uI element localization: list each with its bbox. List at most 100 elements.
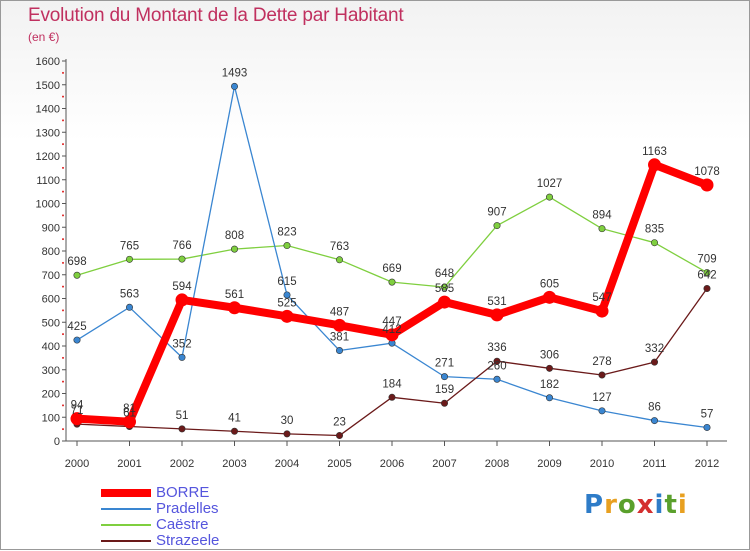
x-tick-label: 2003 xyxy=(222,458,246,470)
data-label-strazeele: 642 xyxy=(697,270,716,282)
data-label-pradelles: 352 xyxy=(172,338,191,350)
data-label-strazeele: 30 xyxy=(281,415,294,427)
data-point-strazeele xyxy=(231,427,239,435)
y-tick-label: 700 xyxy=(42,270,60,282)
data-label-borre: 585 xyxy=(435,283,454,295)
logo-letter: o xyxy=(617,490,637,520)
data-label-castre: 894 xyxy=(592,210,612,222)
legend-label-pradelles: Pradelles xyxy=(156,500,219,517)
data-label-strazeele: 184 xyxy=(382,378,402,390)
data-label-castre: 907 xyxy=(487,207,506,219)
y-minor-tick xyxy=(62,119,64,122)
data-point-castre xyxy=(545,193,553,201)
data-label-strazeele: 332 xyxy=(645,343,664,355)
data-point-strazeele xyxy=(650,358,658,366)
data-point-pradelles xyxy=(598,407,606,415)
data-label-pradelles: 381 xyxy=(330,332,349,344)
data-label-strazeele: 61 xyxy=(123,408,136,420)
series-line-pradelles xyxy=(76,85,708,429)
data-point-pradelles xyxy=(73,336,81,344)
data-label-castre: 835 xyxy=(645,224,664,236)
data-label-strazeele: 306 xyxy=(540,349,559,361)
series-line-strazeele xyxy=(76,287,708,437)
y-tick-label: 400 xyxy=(42,341,60,353)
data-point-castre xyxy=(335,256,343,264)
y-minor-tick xyxy=(62,143,64,146)
y-tick-label: 900 xyxy=(42,222,60,234)
legend-swatch-borre xyxy=(101,489,151,497)
data-point-castre xyxy=(231,245,239,253)
x-tick-label: 2007 xyxy=(432,458,456,470)
data-label-strazeele: 71 xyxy=(71,405,84,417)
y-tick-label: 100 xyxy=(42,412,60,424)
y-minor-tick xyxy=(62,238,64,241)
data-label-castre: 823 xyxy=(277,227,296,239)
legend-swatch-caestre xyxy=(101,524,151,526)
x-tick-label: 2001 xyxy=(117,458,141,470)
data-label-borre: 94 xyxy=(71,400,84,412)
data-point-borre xyxy=(700,178,714,192)
data-label-castre: 648 xyxy=(435,268,454,280)
legend-label-caestre: Caëstre xyxy=(156,516,209,533)
data-label-castre: 709 xyxy=(697,254,716,266)
logo-letter: x xyxy=(636,490,655,520)
data-point-pradelles xyxy=(545,394,553,402)
data-point-castre xyxy=(440,283,448,291)
data-point-borre xyxy=(595,304,609,318)
data-point-borre xyxy=(490,308,504,322)
y-tick-label: 1000 xyxy=(36,199,60,211)
y-minor-tick xyxy=(62,404,64,407)
data-label-borre: 547 xyxy=(592,292,611,304)
data-label-castre: 669 xyxy=(382,263,401,275)
proxiti-logo: Proxiti xyxy=(584,490,688,520)
data-point-castre xyxy=(73,271,81,279)
chart-subtitle: (en €) xyxy=(28,30,60,44)
y-tick-label: 600 xyxy=(42,294,60,306)
x-tick-label: 2011 xyxy=(643,458,667,470)
data-point-borre xyxy=(438,295,451,309)
logo-letter: t xyxy=(664,490,678,520)
data-label-pradelles: 1493 xyxy=(222,67,248,79)
logo-letter: P xyxy=(584,490,605,520)
chart-title: Evolution du Montant de la Dette par Hab… xyxy=(28,5,404,26)
data-label-pradelles: 260 xyxy=(487,360,506,372)
data-label-strazeele: 41 xyxy=(228,412,241,424)
data-point-castre xyxy=(126,255,134,263)
y-tick-label: 300 xyxy=(42,365,60,377)
y-minor-tick xyxy=(62,261,64,264)
logo-letter: r xyxy=(604,490,618,520)
data-point-strazeele xyxy=(283,430,291,438)
data-point-pradelles xyxy=(493,375,501,383)
y-minor-tick xyxy=(62,166,64,169)
legend-swatch-pradelles xyxy=(101,508,151,510)
data-point-pradelles xyxy=(440,373,448,381)
y-minor-tick xyxy=(62,356,64,359)
data-label-castre: 766 xyxy=(172,240,191,252)
data-label-castre: 765 xyxy=(120,240,139,252)
data-label-strazeele: 278 xyxy=(592,356,611,368)
data-point-borre xyxy=(228,301,241,315)
y-minor-tick xyxy=(62,428,64,431)
x-tick-label: 2005 xyxy=(327,458,351,470)
data-label-borre: 447 xyxy=(382,316,401,328)
data-label-pradelles: 127 xyxy=(592,392,611,404)
data-point-pradelles xyxy=(703,423,711,431)
data-point-strazeele xyxy=(493,357,501,365)
data-point-castre xyxy=(650,239,658,247)
logo-letter: i xyxy=(654,490,665,520)
x-tick-label: 2006 xyxy=(380,458,404,470)
data-label-pradelles: 412 xyxy=(382,324,401,336)
data-label-pradelles: 563 xyxy=(120,288,139,300)
data-label-strazeele: 23 xyxy=(333,417,346,429)
data-point-castre xyxy=(598,225,606,233)
data-point-strazeele xyxy=(598,371,606,379)
data-label-borre: 1163 xyxy=(642,146,667,158)
data-point-borre xyxy=(123,415,136,429)
data-point-strazeele xyxy=(178,425,186,433)
y-minor-tick xyxy=(62,285,64,288)
y-tick-label: 0 xyxy=(54,436,60,448)
data-label-strazeele: 336 xyxy=(487,342,506,354)
data-label-borre: 487 xyxy=(330,306,349,318)
data-point-pradelles xyxy=(283,291,291,299)
data-point-pradelles xyxy=(231,82,239,90)
